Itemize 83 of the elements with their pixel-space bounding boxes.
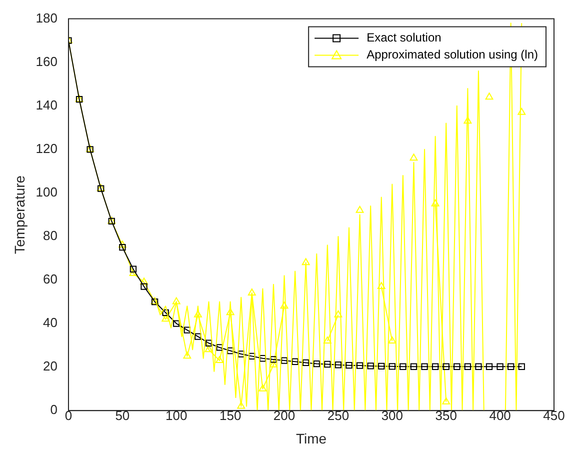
point [518, 108, 526, 115]
point [442, 363, 450, 370]
point [496, 363, 504, 370]
point [302, 359, 310, 366]
point [334, 362, 342, 368]
x-tick-label: 300 [381, 408, 404, 423]
point [140, 283, 148, 290]
point [356, 362, 364, 369]
y-tick-label: 160 [36, 54, 58, 69]
y-tick-label: 100 [36, 184, 58, 200]
point [173, 320, 180, 327]
point [431, 199, 440, 206]
point [400, 363, 406, 370]
y-tick-label: 80 [43, 228, 58, 244]
x-axis-title: Time [296, 430, 327, 446]
point [421, 363, 428, 370]
x-tick-label: 400 [489, 408, 511, 423]
point [442, 397, 450, 404]
point [410, 363, 418, 370]
point [367, 362, 374, 370]
y-axis-title: Temperature [11, 175, 28, 254]
point [410, 154, 418, 161]
point [464, 363, 472, 370]
y-tick-label: 20 [43, 358, 58, 374]
point [248, 352, 256, 360]
point [475, 363, 482, 370]
x-tick-label: 250 [327, 408, 350, 423]
point [280, 357, 288, 364]
point [334, 310, 342, 318]
point [184, 326, 190, 334]
point [454, 363, 460, 370]
point [140, 278, 148, 285]
x-tick-label: 200 [273, 408, 296, 423]
y-tick-label: 120 [36, 140, 58, 156]
point [378, 362, 385, 370]
point [280, 302, 288, 309]
point [302, 258, 310, 266]
y-tick-label: 40 [43, 315, 58, 330]
x-tick-label: 50 [115, 408, 130, 423]
point [118, 240, 126, 248]
point [346, 362, 352, 369]
x-tick-label: 450 [543, 408, 565, 423]
point [227, 347, 234, 354]
point [194, 310, 202, 318]
point [388, 363, 396, 370]
point [432, 363, 439, 370]
point [377, 282, 386, 290]
point [388, 336, 396, 344]
point [323, 336, 332, 344]
point [216, 356, 224, 364]
point [194, 333, 202, 340]
legend-label: Approximated solution using (ln) [366, 48, 538, 62]
point [258, 384, 267, 392]
point [508, 363, 514, 370]
y-tick-label: 60 [43, 272, 58, 287]
point [292, 358, 298, 365]
point [130, 266, 137, 272]
point [226, 308, 234, 316]
point [162, 314, 170, 322]
point [204, 345, 213, 352]
legend-label: Exact solution [366, 30, 442, 45]
point [270, 360, 278, 368]
point [129, 268, 138, 276]
point [205, 340, 212, 346]
point [183, 352, 192, 359]
y-tick-label: 140 [36, 97, 58, 112]
x-tick-label: 150 [219, 408, 242, 423]
point [518, 363, 525, 370]
point [485, 92, 494, 100]
point [486, 363, 493, 370]
point [356, 206, 364, 213]
point [237, 402, 246, 409]
point [464, 116, 472, 124]
point [324, 360, 331, 368]
x-tick-label: 0 [64, 408, 72, 423]
y-tick-label: 180 [36, 10, 58, 26]
point [313, 360, 320, 368]
point [119, 244, 126, 251]
point [259, 355, 266, 362]
x-tick-label: 350 [435, 408, 457, 423]
x-tick-label: 100 [166, 408, 188, 423]
point [270, 356, 277, 363]
point [162, 309, 169, 316]
